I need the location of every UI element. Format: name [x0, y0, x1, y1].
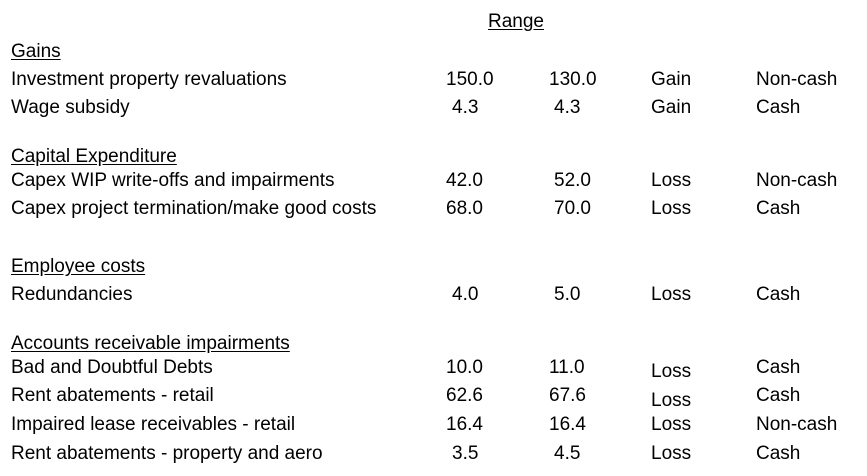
cash-type: Non-cash — [756, 414, 838, 435]
cash-type: Cash — [756, 198, 801, 219]
row-label: Redundancies — [11, 284, 133, 305]
gain-loss-type: Loss — [651, 170, 692, 191]
range-high-value: 130.0 — [549, 69, 597, 90]
range-low-value: 62.6 — [446, 385, 483, 406]
row-label: Capex project termination/make good cost… — [11, 198, 377, 219]
cash-type: Cash — [756, 443, 801, 464]
gain-loss-type: Gain — [651, 69, 692, 90]
section-title-accounts-receivable-impairments: Accounts receivable impairments — [11, 333, 290, 354]
range-low-value: 68.0 — [446, 198, 483, 219]
range-high-value: 70.0 — [554, 198, 591, 219]
range-high-value: 11.0 — [549, 357, 585, 378]
range-high-value: 5.0 — [554, 284, 581, 305]
range-high-value: 67.6 — [549, 385, 586, 406]
row-label: Impaired lease receivables - retail — [11, 414, 296, 435]
gain-loss-type: Gain — [651, 97, 692, 118]
range-high-value: 16.4 — [549, 414, 586, 435]
range-low-value: 150.0 — [446, 69, 494, 90]
row-label: Rent abatements - property and aero — [11, 443, 323, 464]
gain-loss-type: Loss — [651, 414, 692, 435]
row-label: Capex WIP write-offs and impairments — [11, 170, 335, 191]
cash-type: Cash — [756, 284, 801, 305]
row-label: Investment property revaluations — [11, 69, 287, 90]
row-label: Bad and Doubtful Debts — [11, 357, 213, 378]
cash-type: Cash — [756, 97, 801, 118]
row-label: Rent abatements - retail — [11, 385, 214, 406]
gain-loss-type: Loss — [651, 198, 692, 219]
range-low-value: 42.0 — [446, 170, 483, 191]
range-header: Range — [488, 11, 544, 32]
range-low-value: 10.0 — [446, 357, 483, 378]
cash-type: Cash — [756, 357, 801, 378]
range-low-value: 4.0 — [452, 284, 479, 305]
gain-loss-type: Loss — [651, 390, 692, 411]
range-low-value: 16.4 — [446, 414, 483, 435]
section-title-employee-costs: Employee costs — [11, 256, 146, 277]
section-title-capital-expenditure: Capital Expenditure — [11, 146, 177, 167]
cash-type: Non-cash — [756, 170, 838, 191]
cash-type: Cash — [756, 385, 801, 406]
gain-loss-type: Loss — [651, 284, 692, 305]
range-high-value: 4.3 — [554, 97, 581, 118]
gain-loss-type: Loss — [651, 443, 692, 464]
cash-type: Non-cash — [756, 69, 838, 90]
gain-loss-type: Loss — [651, 361, 692, 382]
range-high-value: 52.0 — [554, 170, 591, 191]
row-label: Wage subsidy — [11, 97, 130, 118]
range-high-value: 4.5 — [554, 443, 581, 464]
range-low-value: 3.5 — [452, 443, 479, 464]
range-low-value: 4.3 — [452, 97, 479, 118]
section-title-gains: Gains — [11, 41, 61, 62]
